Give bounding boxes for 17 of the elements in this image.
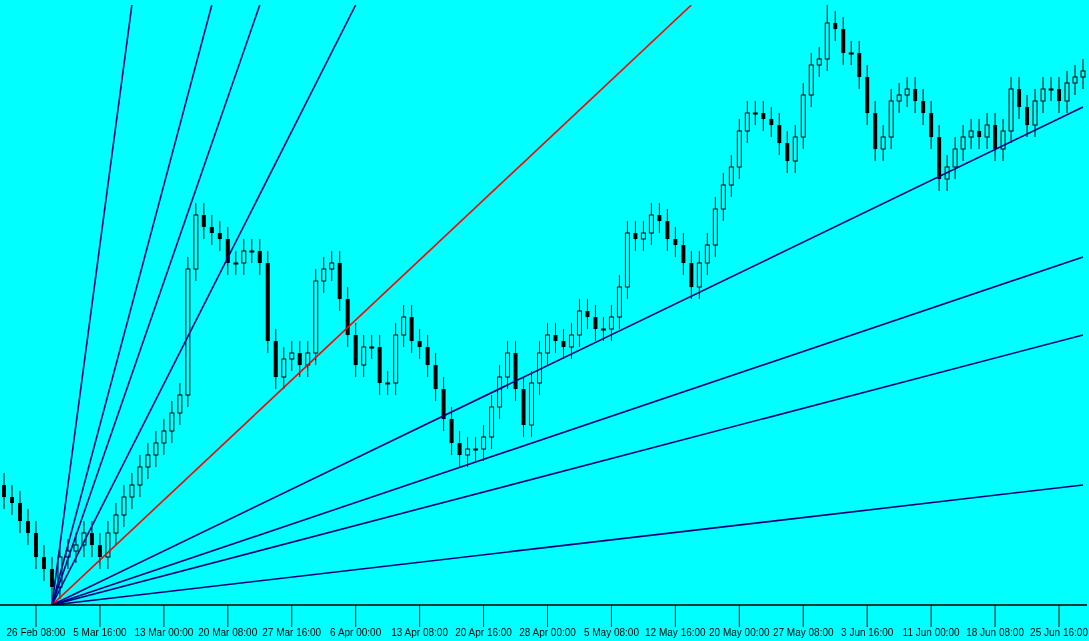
x-tick-label: 20 Apr 16:00 [455,627,513,638]
x-tick-label: 12 May 16:00 [645,627,707,638]
x-tick-label: 28 Apr 00:00 [519,627,577,638]
x-tick-label: 27 May 08:00 [772,627,834,638]
x-tick-label: 5 Mar 16:00 [73,627,128,638]
x-tick-label: 5 May 08:00 [583,627,640,638]
x-tick-label: 13 Apr 08:00 [391,627,449,638]
x-tick-label: 25 Jun 16:00 [1030,627,1089,638]
x-tick-label: 27 Mar 16:00 [262,627,322,638]
x-tick-label: 6 Apr 00:00 [330,627,382,638]
x-tick-label: 13 Mar 00:00 [134,627,194,638]
x-tick-label: 26 Feb 08:00 [6,627,66,638]
x-tick-label: 20 May 00:00 [709,627,771,638]
x-tick-label: 11 Jun 00:00 [902,627,961,638]
x-tick-label: 20 Mar 08:00 [198,627,258,638]
x-tick-label: 18 Jun 08:00 [966,627,1025,638]
x-tick-label: 3 Jun 16:00 [841,627,894,638]
